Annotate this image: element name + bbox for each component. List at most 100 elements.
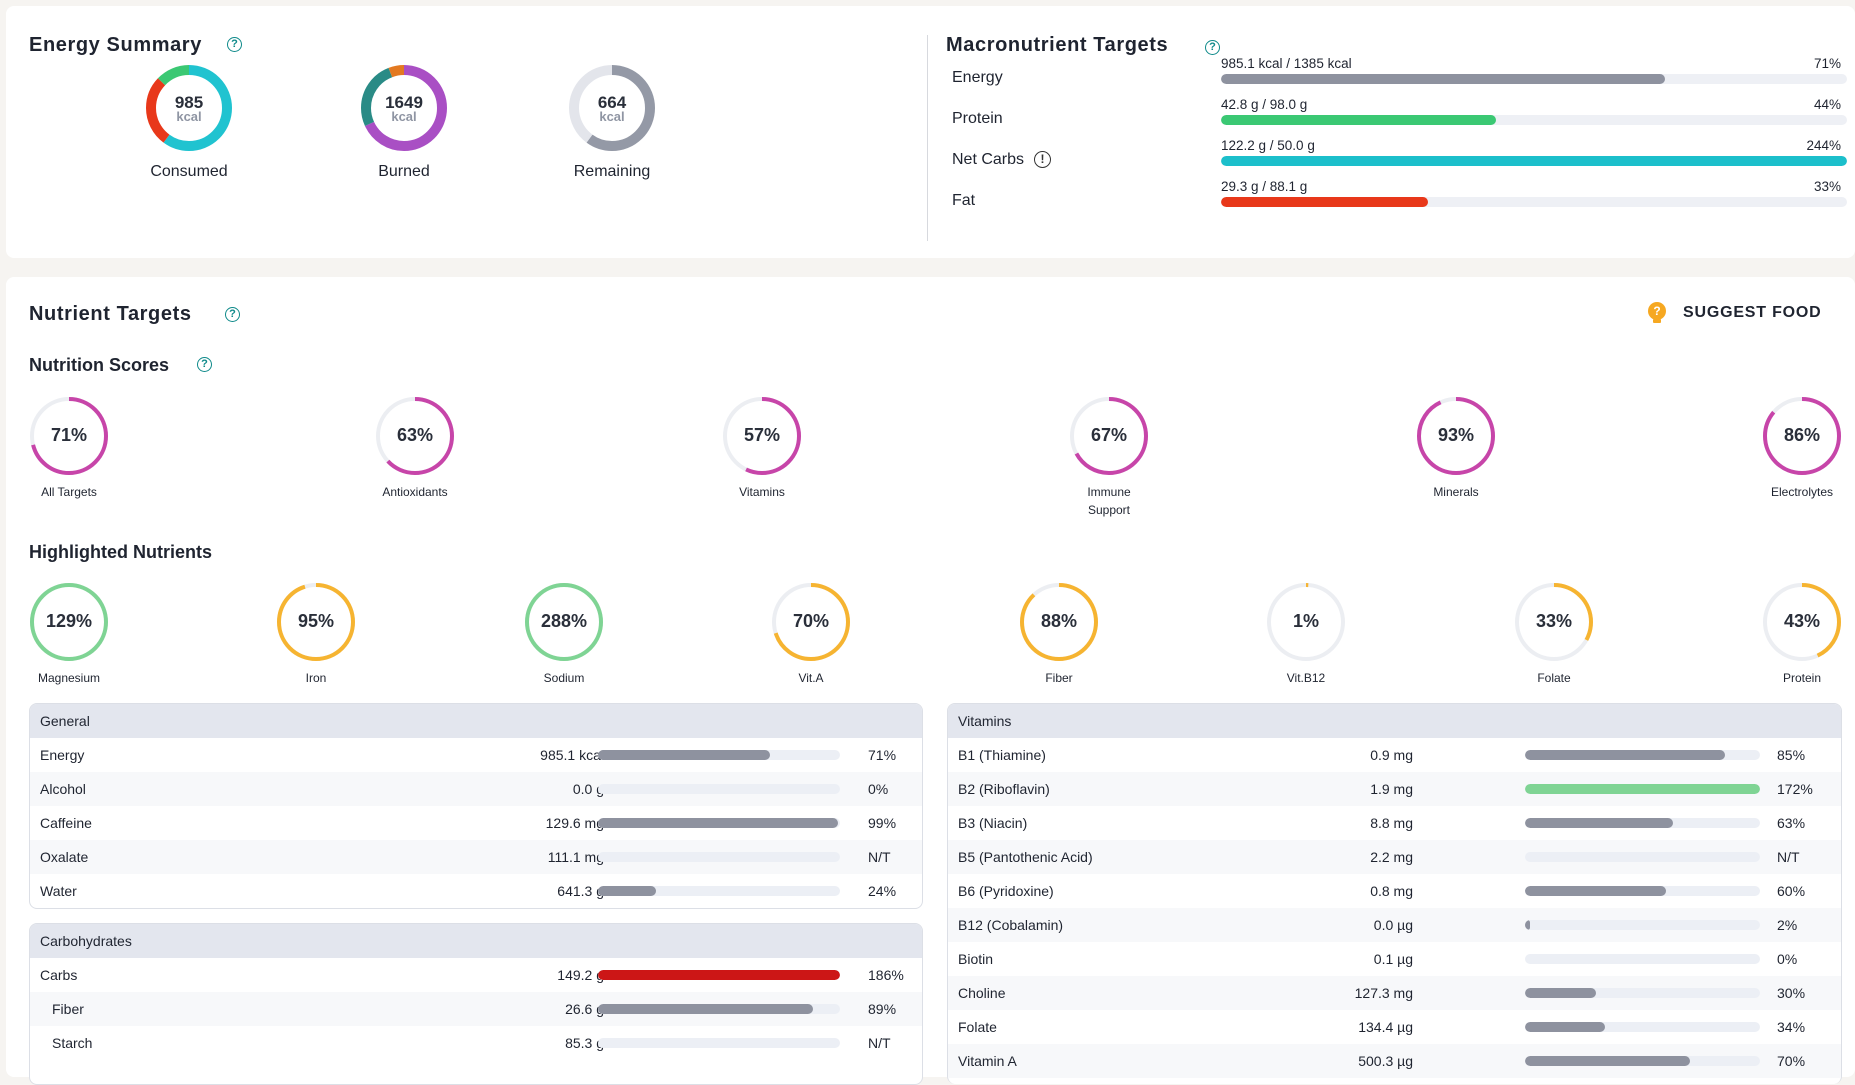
macro-progress-fill	[1221, 74, 1666, 84]
nutrient-amount: 127.3 mg	[1354, 985, 1413, 1001]
macro-name-energy: Energy	[952, 69, 1003, 86]
table-row[interactable]: B12 (Cobalamin) 0.0 µg 2%	[948, 908, 1841, 942]
nutrient-progress-track	[1525, 988, 1760, 998]
nutrient-amount: 134.4 µg	[1358, 1019, 1413, 1035]
score-label: Minerals	[1433, 485, 1479, 499]
nutrient-name: B6 (Pyridoxine)	[958, 883, 1054, 899]
table-row[interactable]: Water 641.3 g 24%	[30, 874, 922, 908]
highlighted-value: 88%	[1040, 611, 1078, 631]
nutrient-progress-fill	[1525, 886, 1666, 896]
ring-segment	[277, 583, 355, 661]
score-value: 57%	[743, 425, 781, 445]
score-value: 93%	[1437, 425, 1475, 445]
nutrient-progress-track	[1525, 750, 1760, 760]
nutrient-progress-track	[1525, 920, 1760, 930]
highlighted-ring	[772, 583, 850, 661]
vitamins-table: Vitamins B1 (Thiamine) 0.9 mg 85% B2 (Ribof…	[947, 703, 1842, 1084]
highlighted-label: Sodium	[543, 671, 585, 685]
nutrient-percent: 0%	[1777, 951, 1798, 967]
table-row[interactable]: B2 (Riboflavin) 1.9 mg 172%	[948, 772, 1841, 806]
nutrient-percent: 186%	[868, 967, 904, 983]
table-row[interactable]: B5 (Pantothenic Acid) 2.2 mg N/T	[948, 840, 1841, 874]
energy-ring-value: 985	[174, 93, 204, 112]
ring-segment	[723, 397, 801, 475]
ring-segment	[1020, 583, 1098, 661]
table-row[interactable]: Folate 134.4 µg 34%	[948, 1010, 1841, 1044]
table-row[interactable]: Fiber 26.6 g 89%	[30, 992, 922, 1026]
nutrient-progress-fill	[598, 818, 838, 828]
nutrient-name: Caffeine	[40, 815, 92, 831]
nutrient-amount: 985.1 kcal	[540, 747, 604, 763]
nutrient-progress-fill	[1525, 1022, 1605, 1032]
energy-summary-card: Energy Summary ? Macronutrient Targets ?…	[6, 6, 1855, 258]
highlighted-value: 129%	[45, 611, 93, 631]
nutrient-percent: N/T	[1777, 849, 1800, 865]
nutrient-percent: 85%	[1777, 747, 1806, 763]
table-row[interactable]: Starch 85.3 g N/T	[30, 1026, 922, 1060]
nutrient-progress-fill	[1525, 988, 1596, 998]
nutrient-amount: 0.0 µg	[1373, 917, 1413, 933]
nutrient-targets-title: Nutrient Targets	[29, 303, 192, 325]
table-row[interactable]: Oxalate 111.1 mg N/T	[30, 840, 922, 874]
vitamins-table-header: Vitamins	[948, 704, 1841, 738]
ring-segment	[569, 65, 655, 151]
table-row[interactable]: B6 (Pyridoxine) 0.8 mg 60%	[948, 874, 1841, 908]
highlighted-ring	[1267, 583, 1345, 661]
table-row[interactable]: Energy 985.1 kcal 71%	[30, 738, 922, 772]
lightbulb-question-icon: ?	[1648, 302, 1666, 323]
score-ring	[1763, 397, 1841, 475]
macro-name-net-carbs: Net Carbs	[952, 151, 1025, 168]
score-ring	[376, 397, 454, 475]
nutrient-progress-track	[598, 852, 840, 862]
highlighted-label: Fiber	[1045, 671, 1073, 685]
ring-segment	[146, 65, 232, 151]
nutrient-progress-track	[1525, 954, 1760, 964]
nutrient-progress-track	[1525, 818, 1760, 828]
general-table-header: General	[30, 704, 922, 738]
nutrient-name: Biotin	[958, 951, 994, 967]
score-label: Electrolytes	[1770, 485, 1834, 499]
highlighted-label: Protein	[1782, 671, 1822, 685]
table-row[interactable]: Alcohol 0.0 g 0%	[30, 772, 922, 806]
nutrient-amount: 129.6 mg	[545, 815, 604, 831]
table-row[interactable]: Biotin 0.1 µg 0%	[948, 942, 1841, 976]
nutrient-targets-help-icon[interactable]: ?	[225, 307, 240, 322]
nutrient-amount: 26.6 g	[565, 1001, 604, 1017]
nutrient-name: B12 (Cobalamin)	[958, 917, 1064, 933]
nutrient-progress-track	[1525, 1022, 1760, 1032]
highlighted-nutrients-title: Highlighted Nutrients	[29, 542, 212, 562]
nutrient-percent: 70%	[1777, 1053, 1806, 1069]
nutrient-progress-track	[598, 1004, 840, 1014]
nutrient-amount: 641.3 g	[557, 883, 604, 899]
nutrient-amount: 2.2 mg	[1370, 849, 1413, 865]
nutrient-progress-fill	[598, 1004, 814, 1014]
table-row[interactable]: Vitamin A 500.3 µg 70%	[948, 1044, 1841, 1078]
table-row[interactable]: Choline 127.3 mg 30%	[948, 976, 1841, 1010]
nutrient-percent: N/T	[868, 849, 891, 865]
energy-summary-title: Energy Summary	[29, 34, 202, 56]
nutrient-amount: 149.2 g	[557, 967, 604, 983]
nutrient-progress-fill	[1525, 784, 1760, 794]
ring-segment	[525, 583, 603, 661]
energy-ring-remaining	[569, 65, 655, 151]
energy-summary-help-icon[interactable]: ?	[227, 37, 242, 52]
table-row[interactable]: B1 (Thiamine) 0.9 mg 85%	[948, 738, 1841, 772]
suggest-food-button[interactable]: ? SUGGEST FOOD	[1645, 301, 1822, 325]
energy-ring-label: Remaining	[573, 163, 651, 180]
score-label: Immune Support	[1087, 485, 1131, 517]
macro-percent: 71%	[1813, 56, 1841, 71]
nutrient-name: Carbs	[40, 967, 78, 983]
macro-targets-help-icon[interactable]: ?	[1205, 40, 1220, 55]
table-row[interactable]: B3 (Niacin) 8.8 mg 63%	[948, 806, 1841, 840]
ring-segment	[30, 583, 108, 661]
nutrition-scores-title: Nutrition Scores	[29, 355, 170, 375]
macro-value: 985.1 kcal / 1385 kcal	[1221, 56, 1352, 71]
nutrient-progress-track	[598, 886, 840, 896]
table-row[interactable]: Caffeine 129.6 mg 99%	[30, 806, 922, 840]
energy-ring-unit: kcal	[599, 109, 625, 124]
highlighted-label: Vit.A	[798, 671, 824, 685]
nutrition-scores-help-icon[interactable]: ?	[197, 357, 212, 372]
net-carbs-info-icon[interactable]: !	[1034, 151, 1051, 168]
highlighted-label: Magnesium	[37, 671, 101, 685]
table-row[interactable]: Carbs 149.2 g 186%	[30, 958, 922, 992]
